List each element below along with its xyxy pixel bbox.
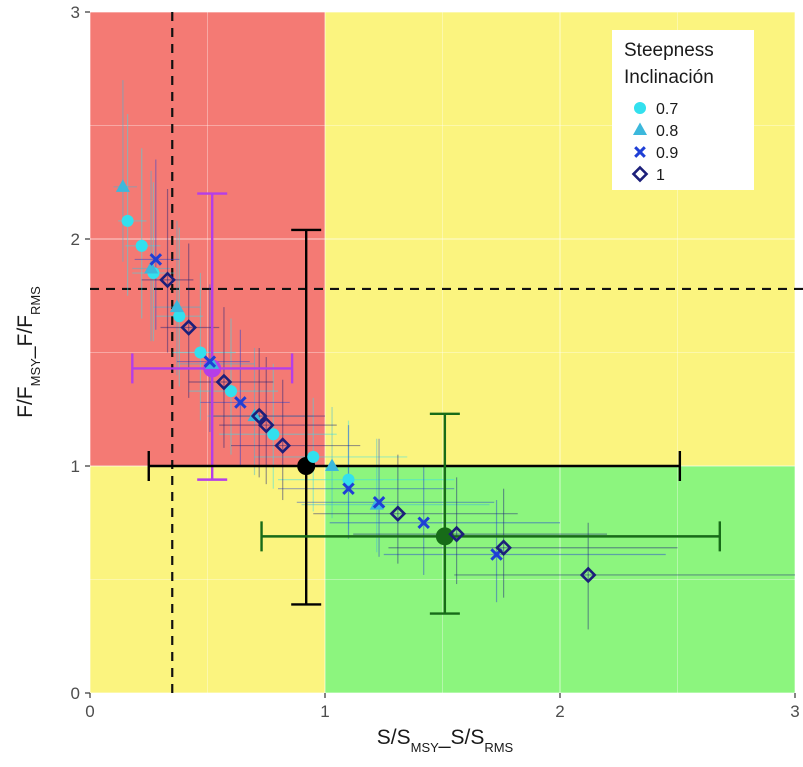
point-0.7-1 bbox=[135, 239, 148, 252]
legend-label-0.7: 0.7 bbox=[656, 101, 678, 118]
y-tick-label: 3 bbox=[71, 3, 80, 22]
zone-overfished-overfishing bbox=[90, 12, 325, 466]
axes: 0 1 2 3 0 1 2 3 bbox=[71, 3, 800, 721]
legend: Steepness Inclinación 0.7 0.8 0.9 1 bbox=[612, 30, 754, 190]
point-0.8-0 bbox=[115, 179, 130, 192]
legend-key-1 bbox=[631, 165, 649, 183]
legend-label-0.9: 0.9 bbox=[656, 145, 678, 162]
point-1-9 bbox=[579, 566, 597, 584]
legend-key-0.9 bbox=[634, 146, 646, 158]
point-0.9-0-stroke-b bbox=[149, 253, 163, 266]
point-1-8 bbox=[495, 539, 512, 557]
point-1-5 bbox=[274, 437, 292, 454]
point-0.8-5 bbox=[325, 458, 340, 472]
point-0.7-4 bbox=[194, 346, 207, 359]
point-0.9-4-stroke-b bbox=[372, 496, 386, 509]
legend-key-0.9-stroke-b bbox=[634, 146, 646, 158]
point-0.9-5 bbox=[417, 516, 430, 530]
zone-bottom-left bbox=[90, 466, 325, 693]
point-0.9-0 bbox=[149, 253, 163, 266]
point-1-0 bbox=[159, 271, 176, 289]
x-axis-title: S/SMSY_S/SRMS bbox=[377, 726, 514, 755]
point-0.7-6 bbox=[267, 428, 280, 441]
zone-healthy bbox=[325, 466, 795, 693]
point-0.7-7 bbox=[307, 450, 320, 463]
legend-label-0.8: 0.8 bbox=[656, 123, 678, 140]
point-1-2 bbox=[215, 373, 233, 391]
point-0.9-3 bbox=[342, 482, 355, 495]
x-tick-label: 1 bbox=[320, 702, 329, 721]
x-tick-label: 2 bbox=[555, 702, 564, 721]
point-1-4 bbox=[257, 416, 275, 434]
point-0.9-2-stroke-b bbox=[234, 396, 247, 409]
point-0.9-1-stroke-b bbox=[203, 355, 217, 368]
y-tick-label: 2 bbox=[71, 230, 80, 249]
point-0.8-1 bbox=[144, 260, 159, 274]
point-0.7-5 bbox=[224, 385, 238, 398]
point-1-6 bbox=[389, 505, 407, 523]
gridlines bbox=[89, 11, 803, 694]
reference-lines bbox=[90, 12, 803, 693]
y-tick-label: 0 bbox=[71, 684, 80, 703]
y-tick-label: 1 bbox=[71, 457, 80, 476]
x-tick-label: 0 bbox=[85, 702, 94, 721]
series-error-bars bbox=[113, 80, 795, 630]
point-0.9-2 bbox=[234, 396, 247, 409]
point-0.9-3-stroke-b bbox=[342, 482, 355, 495]
legend-entries: 0.7 0.8 0.9 1 bbox=[631, 101, 678, 184]
point-0.7-0 bbox=[121, 214, 134, 227]
legend-title-line-1: Steepness bbox=[624, 40, 714, 61]
point-1-7 bbox=[448, 525, 465, 543]
point-1-3 bbox=[250, 407, 268, 425]
point-0.9-4 bbox=[372, 496, 386, 509]
point-0.8-2 bbox=[169, 299, 184, 313]
legend-key-0.7 bbox=[633, 101, 647, 115]
legend-label-1: 1 bbox=[656, 167, 665, 184]
point-0.7-3 bbox=[173, 310, 186, 323]
y-axis-title: F/FMSY_F/FRMS bbox=[14, 286, 43, 418]
point-0.7-8 bbox=[342, 473, 355, 486]
legend-title-line-2: Inclinación bbox=[624, 67, 714, 88]
point-1-1 bbox=[180, 319, 198, 336]
x-tick-label: 3 bbox=[790, 702, 799, 721]
point-0.9-1 bbox=[203, 355, 217, 368]
summary-green-point bbox=[435, 527, 454, 546]
point-0.9-5-stroke-b bbox=[417, 516, 430, 530]
series-points bbox=[115, 179, 597, 584]
legend-key-0.8 bbox=[632, 122, 648, 136]
